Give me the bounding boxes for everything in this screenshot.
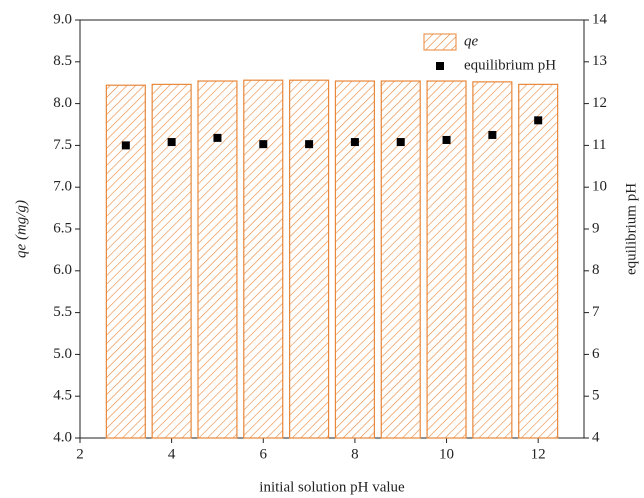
x-tick-label: 8 [351, 446, 359, 462]
y-tick-label: 8.0 [53, 95, 72, 111]
bar [105, 84, 146, 439]
legend-label: equilibrium pH [464, 57, 556, 73]
y2-axis-label: equilibrium pH [623, 183, 639, 275]
y2-tick-label: 6 [592, 346, 600, 362]
bar [518, 83, 559, 439]
point [350, 138, 359, 147]
x-axis-label: initial solution pH value [259, 479, 405, 495]
y-tick-label: 5.0 [53, 346, 72, 362]
x-tick-label: 10 [439, 446, 454, 462]
x-tick-label: 6 [260, 446, 268, 462]
point [488, 130, 497, 139]
point [305, 140, 314, 149]
y2-tick-label: 14 [592, 11, 608, 27]
y-tick-label: 4.5 [53, 388, 72, 404]
y-tick-label: 4.0 [53, 429, 72, 445]
y2-tick-label: 7 [592, 304, 600, 320]
legend-swatch [423, 33, 457, 51]
point [259, 140, 268, 149]
point [396, 138, 405, 147]
y-tick-label: 7.5 [53, 137, 72, 153]
y-tick-label: 8.5 [53, 53, 72, 69]
point [534, 116, 543, 125]
y2-tick-label: 10 [592, 179, 607, 195]
y-tick-label: 9.0 [53, 11, 72, 27]
y2-tick-label: 13 [592, 53, 607, 69]
y2-tick-label: 11 [592, 137, 606, 153]
y2-tick-label: 4 [592, 429, 600, 445]
y-axis-label: qe (mg/g) [13, 200, 29, 258]
legend-swatch [436, 62, 444, 70]
point [442, 135, 451, 144]
y2-tick-label: 9 [592, 220, 600, 236]
x-tick-label: 2 [76, 446, 84, 462]
x-tick-label: 12 [531, 446, 546, 462]
y-tick-label: 5.5 [53, 304, 72, 320]
bar [243, 79, 284, 439]
y-tick-label: 6.5 [53, 220, 72, 236]
point [121, 141, 130, 150]
x-tick-label: 4 [168, 446, 176, 462]
bar [426, 80, 467, 439]
y-tick-label: 6.0 [53, 262, 72, 278]
y2-tick-label: 8 [592, 262, 600, 278]
bar [334, 80, 375, 439]
legend-label: qe [464, 33, 479, 49]
point [213, 133, 222, 142]
y-tick-label: 7.0 [53, 179, 72, 195]
point [167, 138, 176, 147]
y2-tick-label: 12 [592, 95, 607, 111]
bar [289, 79, 330, 439]
bar [472, 81, 513, 439]
bar [151, 83, 192, 439]
bar [380, 80, 421, 439]
y2-tick-label: 5 [592, 388, 600, 404]
